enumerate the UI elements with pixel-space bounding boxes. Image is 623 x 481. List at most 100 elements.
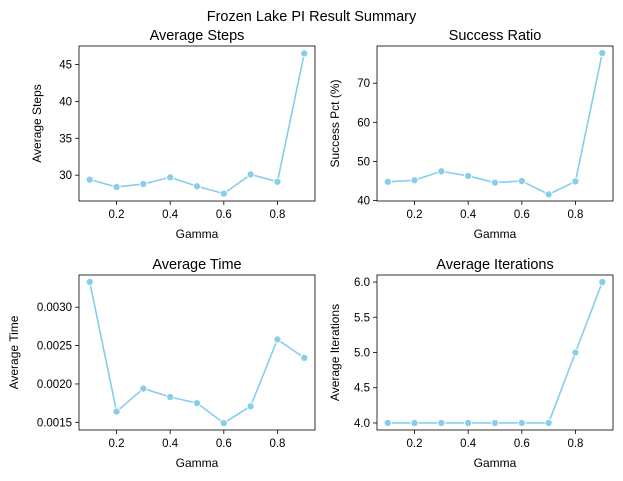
x-axis-label: Gamma: [474, 227, 517, 241]
axes-frame: [78, 45, 316, 202]
x-tick-label: 0.6: [216, 209, 232, 221]
x-axis-label: Gamma: [474, 456, 517, 470]
series-marks: [85, 49, 309, 198]
x-tick-label: 0.6: [514, 209, 530, 221]
x-tick-label: 0.8: [269, 209, 285, 221]
y-tick-label: 0.0030: [37, 302, 72, 314]
x-tick-label: 0.4: [162, 438, 179, 450]
data-point: [517, 418, 526, 428]
data-point: [383, 418, 392, 428]
x-tick-label: 0.4: [460, 438, 477, 450]
data-point: [273, 177, 282, 186]
data-point: [517, 176, 526, 186]
data-point: [437, 418, 446, 428]
data-point: [166, 392, 175, 402]
y-tick-label: 4.5: [354, 383, 370, 395]
axis-ticks: 0.2 0.4 0.6 0.8 0.0015 0.0020 0.0025 0.0030: [37, 302, 286, 450]
x-tick-label: 0.6: [514, 438, 530, 450]
series-line: [387, 281, 604, 424]
x-tick-label: 0.8: [269, 438, 285, 450]
y-tick-label: 0.0025: [37, 341, 72, 353]
figure-suptitle: Frozen Lake PI Result Summary: [207, 9, 417, 25]
x-tick-label: 0.4: [162, 209, 179, 221]
series-line: [387, 52, 604, 196]
data-point: [246, 170, 255, 179]
y-axis-label: Average Steps: [30, 84, 44, 163]
data-point: [166, 173, 175, 182]
data-point: [85, 175, 94, 184]
data-point: [85, 277, 94, 286]
data-point: [437, 167, 446, 176]
data-point: [273, 335, 282, 344]
data-point: [410, 418, 419, 428]
y-tick-label: 0.0020: [37, 379, 72, 391]
chart-title: Success Ratio: [449, 28, 542, 44]
data-point: [112, 407, 121, 416]
chart-title: Average Time: [152, 257, 241, 273]
data-point: [192, 182, 202, 191]
y-tick-label: 60: [357, 117, 370, 129]
chart-title: Average Iterations: [436, 257, 553, 273]
series-marks: [383, 48, 607, 199]
y-tick-label: 5.5: [354, 312, 370, 324]
chart-average-time: Average Time Gamma Average Time 0.2 0.4 0.…: [7, 257, 316, 470]
axis-ticks: 0.2 0.4 0.6 0.8 4.0 4.5 5.0 5.5 6.0: [354, 277, 583, 450]
x-tick-label: 0.8: [567, 438, 583, 450]
data-point: [571, 348, 580, 357]
x-tick-label: 0.2: [109, 438, 125, 450]
axes-frame: [376, 274, 614, 431]
data-point: [383, 177, 392, 186]
y-tick-label: 5.0: [354, 348, 370, 360]
data-point: [139, 384, 148, 393]
x-tick-label: 0.8: [567, 209, 583, 221]
axis-ticks: 0.2 0.4 0.6 0.8 30 35 40 45: [59, 59, 285, 221]
y-tick-label: 30: [59, 170, 72, 182]
data-point: [219, 189, 228, 198]
x-tick-label: 0.2: [109, 209, 125, 221]
data-point: [246, 402, 255, 411]
data-point: [598, 277, 607, 287]
y-axis-label: Success Pct (%): [328, 79, 342, 167]
y-tick-label: 0.0015: [37, 417, 72, 429]
data-point: [112, 182, 121, 192]
y-tick-label: 35: [59, 133, 72, 145]
axis-ticks: 0.2 0.4 0.6 0.8 40 50 60 70: [357, 78, 583, 221]
chart-average-iterations: Average Iterations Gamma Average Iterati…: [328, 257, 614, 470]
y-tick-label: 4.0: [354, 418, 370, 430]
x-tick-label: 0.2: [407, 209, 423, 221]
axes-frame: [376, 45, 614, 202]
data-point: [464, 418, 473, 428]
y-tick-label: 6.0: [354, 277, 370, 289]
series-line: [89, 53, 306, 195]
data-point: [544, 190, 553, 199]
data-point: [300, 49, 309, 58]
series-marks: [383, 277, 607, 428]
y-axis-label: Average Time: [7, 315, 21, 389]
data-point: [598, 48, 607, 58]
x-axis-label: Gamma: [176, 227, 219, 241]
data-point: [410, 176, 419, 185]
data-point: [544, 418, 553, 428]
x-axis-label: Gamma: [176, 456, 219, 470]
data-point: [490, 178, 500, 187]
series-marks: [85, 277, 309, 428]
y-tick-label: 40: [357, 196, 370, 208]
chart-title: Average Steps: [150, 28, 245, 44]
data-point: [490, 418, 500, 428]
data-point: [139, 179, 148, 189]
y-tick-label: 70: [357, 78, 370, 90]
y-tick-label: 40: [59, 96, 72, 108]
x-tick-label: 0.4: [460, 209, 477, 221]
data-point: [571, 177, 580, 186]
data-point: [219, 419, 228, 428]
x-tick-label: 0.6: [216, 438, 232, 450]
data-point: [192, 399, 202, 408]
data-point: [300, 353, 309, 362]
y-tick-label: 45: [59, 59, 72, 71]
y-axis-label: Average Iterations: [328, 304, 342, 401]
chart-average-steps: Average Steps Gamma Average Steps 0.2 0.4…: [30, 28, 316, 241]
data-point: [464, 171, 473, 180]
x-tick-label: 0.2: [407, 438, 423, 450]
chart-success-ratio: Success Ratio Gamma Success Pct (%) 0.2 0…: [328, 28, 614, 241]
